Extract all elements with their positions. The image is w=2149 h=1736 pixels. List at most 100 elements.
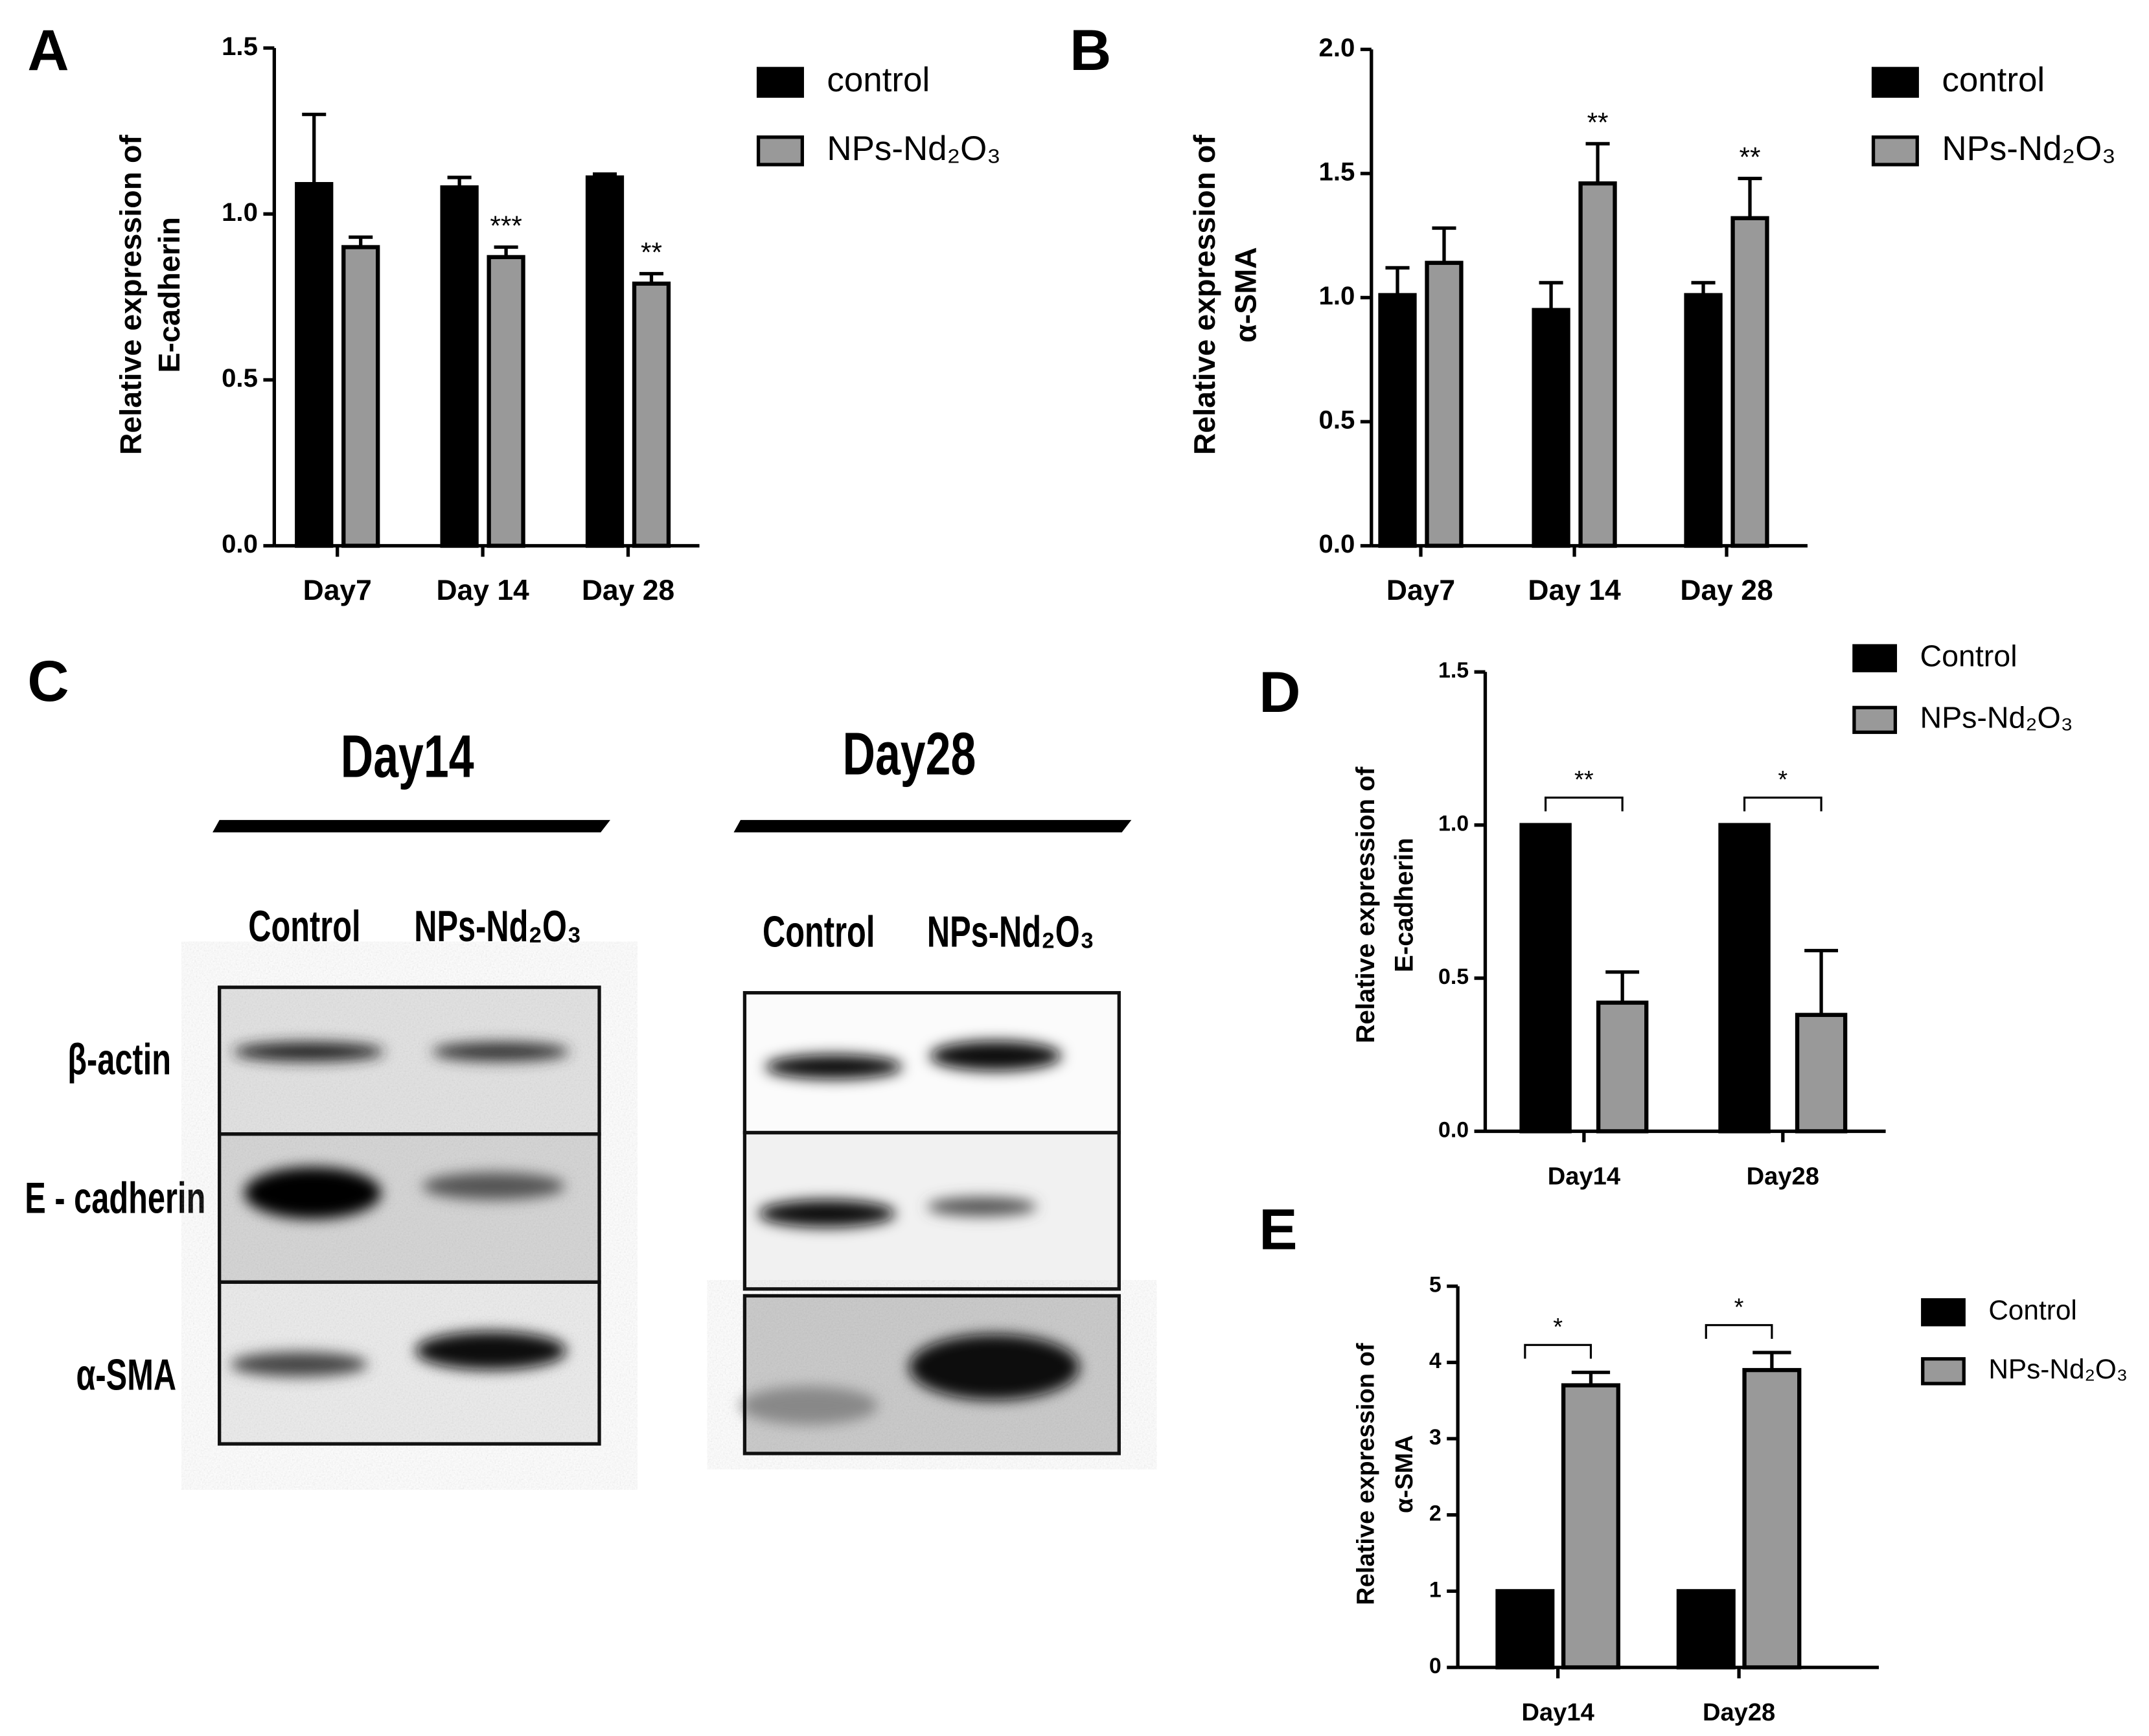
bar xyxy=(440,185,479,548)
y-axis-label: E-cadherin xyxy=(152,217,186,373)
blot-frame xyxy=(218,985,601,1446)
legend-label: control xyxy=(1942,61,2045,99)
bracket xyxy=(1524,1343,1592,1359)
panel-letter: C xyxy=(27,649,69,713)
bands xyxy=(741,1040,1079,1425)
legend-label: NPs-Nd₂O₃ xyxy=(1942,130,2115,168)
legend-label: NPs-Nd₂O₃ xyxy=(827,130,1000,168)
bar xyxy=(632,281,671,548)
gel-underline xyxy=(733,819,1132,832)
x-tick-label: Day 14 xyxy=(436,575,529,606)
significance: *** xyxy=(490,211,522,241)
y-tick-label: 0.0 xyxy=(1438,1117,1469,1142)
bar xyxy=(1730,216,1769,548)
bracket xyxy=(1545,796,1624,812)
y-tick-label: 1 xyxy=(1429,1577,1442,1602)
legend-swatch xyxy=(1871,135,1919,166)
x-tick-label: Day28 xyxy=(1747,1163,1819,1190)
bar xyxy=(1742,1367,1802,1670)
y-axis-label: Relative expression of xyxy=(1352,1343,1379,1605)
y-tick-label: 1.0 xyxy=(222,198,258,227)
bar xyxy=(1795,1012,1848,1134)
lane-label: Control xyxy=(248,902,360,951)
legend-label: Control xyxy=(1988,1295,2076,1325)
legend-swatch xyxy=(1852,705,1898,735)
gel-underline xyxy=(213,819,610,832)
panel-letter: D xyxy=(1259,660,1300,724)
lane-label: Control xyxy=(763,908,875,957)
y-tick-label: 1.5 xyxy=(1318,157,1355,186)
legend-label: NPs-Nd₂O₃ xyxy=(1920,701,2073,735)
x-tick-label: Day14 xyxy=(1548,1163,1620,1190)
panel-letter: B xyxy=(1070,18,1111,82)
y-tick-label: 0.0 xyxy=(1318,529,1355,558)
x-tick-label: Day 14 xyxy=(1528,575,1621,606)
bands xyxy=(230,1042,569,1377)
blot-frame xyxy=(742,990,1121,1456)
significance: * xyxy=(1553,1314,1563,1341)
y-tick-label: 2.0 xyxy=(1318,33,1355,62)
row-label: β-actin xyxy=(67,1035,171,1084)
legend-label: NPs-Nd₂O₃ xyxy=(1988,1354,2128,1384)
bracket xyxy=(1743,796,1822,812)
significance: * xyxy=(1778,766,1787,794)
y-tick-label: 0.0 xyxy=(222,529,258,558)
legend-swatch xyxy=(1871,67,1919,98)
significance: ** xyxy=(1587,107,1609,137)
y-tick-label: 0 xyxy=(1429,1654,1442,1678)
y-tick-label: 0.5 xyxy=(222,363,258,393)
legend-swatch xyxy=(1921,1357,1966,1386)
bar xyxy=(295,182,334,548)
row-label: α-SMA xyxy=(76,1351,176,1400)
y-axis-label: Relative expression of xyxy=(1188,135,1221,455)
gel-title: Day14 xyxy=(341,723,474,790)
significance: ** xyxy=(641,237,662,268)
bar xyxy=(1676,1589,1736,1670)
y-tick-label: 1.5 xyxy=(1438,658,1469,683)
bar xyxy=(1425,260,1464,548)
y-axis-label: α-SMA xyxy=(1229,247,1263,343)
bar xyxy=(585,175,625,548)
bar xyxy=(1684,293,1723,548)
significance: ** xyxy=(1740,142,1761,172)
y-tick-label: 1.0 xyxy=(1318,281,1355,310)
legend-swatch xyxy=(1921,1298,1966,1327)
legend-swatch xyxy=(756,67,804,98)
panel-letter: A xyxy=(27,18,69,82)
legend-label: control xyxy=(827,61,930,99)
row-label: E - cadherin xyxy=(25,1173,205,1222)
bar xyxy=(1519,823,1572,1134)
bar xyxy=(487,255,525,548)
bar xyxy=(1578,181,1617,548)
bracket xyxy=(1705,1324,1773,1339)
significance: ** xyxy=(1574,766,1594,794)
legend-swatch xyxy=(1852,644,1898,672)
lane-label: NPs-Nd₂O₃ xyxy=(927,908,1094,957)
x-tick-label: Day14 xyxy=(1522,1699,1594,1726)
y-tick-label: 1.5 xyxy=(222,32,258,61)
y-axis-label: Relative expression of xyxy=(114,135,148,455)
y-tick-label: 3 xyxy=(1429,1425,1442,1450)
gel-title: Day28 xyxy=(843,720,976,788)
significance: * xyxy=(1734,1294,1744,1321)
y-axis-label: α-SMA xyxy=(1391,1435,1418,1513)
x-tick-label: Day28 xyxy=(1703,1699,1775,1726)
x-tick-label: Day7 xyxy=(1386,575,1455,606)
y-tick-label: 0.5 xyxy=(1318,405,1355,435)
y-tick-label: 1.0 xyxy=(1438,812,1469,836)
x-tick-label: Day7 xyxy=(303,575,372,606)
x-tick-label: Day 28 xyxy=(582,575,674,606)
bar xyxy=(1596,1000,1649,1134)
y-tick-label: 5 xyxy=(1429,1273,1442,1297)
bar xyxy=(1378,293,1417,548)
lane-label: NPs-Nd₂O₃ xyxy=(414,902,581,951)
panel-letter: E xyxy=(1259,1198,1297,1262)
x-tick-label: Day 28 xyxy=(1680,575,1773,606)
blot-panel: C Day14 Day28 Control NPs-Nd₂O₃ Control … xyxy=(25,649,1132,1456)
y-tick-label: 2 xyxy=(1429,1502,1442,1526)
y-axis-label: Relative expression of xyxy=(1351,766,1380,1043)
legend-swatch xyxy=(756,135,804,166)
y-tick-label: 4 xyxy=(1429,1349,1442,1373)
legend-label: Control xyxy=(1920,639,2017,672)
